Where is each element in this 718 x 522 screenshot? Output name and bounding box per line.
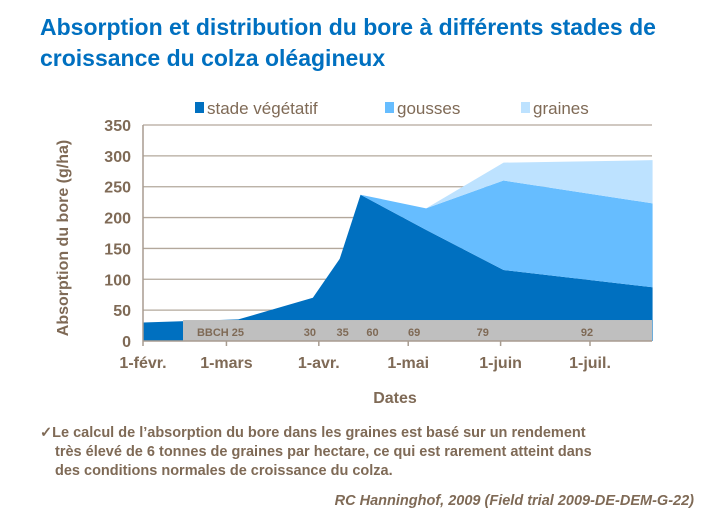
area-gousses [143, 180, 653, 323]
legend-swatch [385, 102, 394, 113]
bbch-label: 69 [408, 327, 420, 339]
legend-label: stade végétatif [207, 99, 318, 118]
y-tick-label: 200 [104, 211, 131, 228]
x-axis-title: Dates [373, 390, 417, 407]
y-tick-label: 150 [104, 241, 131, 258]
y-axis-title: Absorption du bore (g/ha) [55, 140, 72, 336]
note-line-3: des conditions normales de croissance du… [55, 463, 393, 479]
x-tick-label: 1-juin [479, 355, 522, 372]
bbch-label: 79 [477, 327, 489, 339]
bbch-label: BBCH 25 [197, 327, 244, 339]
bbch-label: 30 [304, 327, 316, 339]
y-tick-label: 350 [104, 118, 131, 135]
x-tick-label: 1-févr. [119, 355, 166, 372]
footnote: ✓Le calcul de l’absorption du bore dans … [40, 424, 690, 481]
y-tick-label: 50 [113, 303, 131, 320]
y-tick-label: 100 [104, 272, 131, 289]
x-tick-label: 1-avr. [298, 355, 340, 372]
area-graines [143, 160, 653, 323]
area-stade-végétatif [143, 194, 653, 341]
x-tick-label: 1-mai [387, 355, 429, 372]
bbch-label: 60 [366, 327, 378, 339]
y-tick-label: 0 [122, 334, 131, 351]
legend-swatch [521, 102, 530, 113]
x-tick-label: 1-juil. [569, 355, 611, 372]
slide-title: Absorption et distribution du bore à dif… [40, 14, 656, 71]
bbch-label: 35 [337, 327, 349, 339]
y-tick-label: 300 [104, 149, 131, 166]
legend-swatch [195, 102, 204, 113]
boron-uptake-chart: 0 50 100 150 200 250 300 350 BBCH 25 30 35 60 69 79 92… [55, 99, 653, 407]
note-line-2: très élevé de 6 tonnes de graines par he… [55, 444, 592, 460]
check-icon: ✓ [40, 425, 53, 441]
legend-label: gousses [397, 99, 460, 118]
source-citation: RC Hanninghof, 2009 (Field trial 2009-DE… [334, 493, 694, 509]
y-tick-label: 250 [104, 180, 131, 197]
x-tick-label: 1-mars [200, 355, 253, 372]
note-line-1: Le calcul de l’absorption du bore dans l… [52, 425, 586, 441]
legend-label: graines [533, 99, 589, 118]
bbch-label: 92 [581, 327, 593, 339]
bbch-band [183, 320, 652, 341]
